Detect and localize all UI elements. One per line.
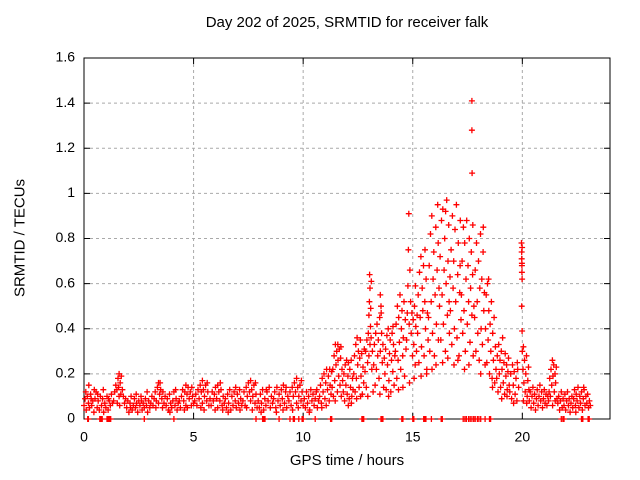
chart-title: Day 202 of 2025, SRMTID for receiver fal… xyxy=(205,14,489,31)
y-tick-label: 1.4 xyxy=(56,94,76,110)
y-tick-label: 1.6 xyxy=(56,49,76,65)
x-tick-label: 15 xyxy=(405,428,421,444)
x-tick-label: 20 xyxy=(515,428,531,444)
x-axis-title: GPS time / hours xyxy=(289,452,405,469)
y-tick-label: 0 xyxy=(67,410,75,426)
scatter-points xyxy=(81,97,594,422)
x-tick-label: 0 xyxy=(80,428,88,444)
x-tick-label: 5 xyxy=(190,428,198,444)
y-tick-label: 1.2 xyxy=(56,139,76,155)
y-tick-label: 0.6 xyxy=(56,274,76,290)
y-tick-label: 0.8 xyxy=(56,229,76,245)
y-tick-label: 0.2 xyxy=(56,365,76,381)
x-tick-label: 10 xyxy=(295,428,311,444)
y-tick-label: 1 xyxy=(67,184,75,200)
y-tick-label: 0.4 xyxy=(56,319,76,335)
